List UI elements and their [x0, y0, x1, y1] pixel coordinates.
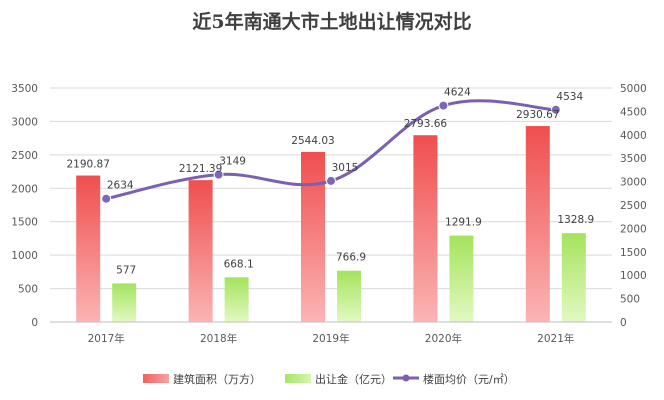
bar-revenue [224, 277, 249, 322]
y-right-tick-label: 4500 [620, 106, 647, 118]
y-right-tick-label: 3500 [620, 153, 647, 165]
y-right-tick-label: 2500 [620, 200, 647, 212]
data-label-price: 3149 [219, 156, 246, 168]
y-left-tick-label: 0 [31, 317, 38, 329]
y-right-tick-label: 0 [620, 317, 627, 329]
bar-area [301, 151, 325, 322]
line-series [101, 99, 561, 204]
data-label-area: 2930.67 [516, 109, 559, 121]
axes: 0 500 1000 1500 2000 2500 3000 3500 0 500 1000 1500… [11, 83, 646, 345]
bar-area [188, 180, 213, 322]
y-right-tick-label: 4000 [620, 130, 647, 142]
x-tick-label: 2020年 [425, 332, 462, 345]
x-tick-label: 2021年 [537, 332, 574, 345]
price-point [438, 100, 449, 111]
data-label-revenue: 1291.9 [445, 217, 482, 229]
data-label-price: 4534 [556, 91, 583, 103]
bar-revenue [112, 283, 137, 322]
x-tick-label: 2017年 [88, 332, 125, 345]
bar-revenue [561, 233, 586, 322]
data-label-revenue: 668.1 [224, 258, 254, 270]
data-label-price: 4624 [444, 87, 471, 99]
y-left-tick-label: 2000 [11, 183, 38, 195]
y-right-tick-label: 1500 [620, 247, 647, 259]
bar-revenue [449, 235, 474, 322]
data-label-area: 2121.39 [179, 163, 222, 175]
data-labels: 2190.87 577 2121.39 668.1 2544.03 766.9 2793.6… [66, 87, 594, 277]
legend-swatch-area [143, 374, 169, 383]
y-left-tick-label: 3500 [11, 83, 38, 95]
bar-series [76, 126, 586, 322]
y-left-tick-label: 500 [18, 284, 38, 296]
data-label-area: 2793.66 [404, 118, 448, 130]
bar-area [525, 126, 550, 322]
y-right-tick-label: 2000 [620, 223, 647, 235]
bar-area [76, 175, 101, 322]
data-label-price: 2634 [107, 180, 134, 192]
price-point [101, 193, 112, 204]
data-label-revenue: 766.9 [336, 252, 366, 264]
x-tick-label: 2019年 [312, 332, 349, 345]
y-left-tick-label: 3000 [11, 116, 38, 128]
price-point [550, 104, 561, 115]
price-point [213, 169, 224, 180]
price-point [326, 175, 336, 186]
data-label-revenue: 577 [116, 264, 136, 276]
y-right-tick-label: 5000 [620, 83, 647, 95]
bar-revenue [337, 270, 361, 322]
legend: 建筑面积（万方） 出让金（亿元） 楼面均价（元/㎡） [143, 372, 515, 386]
x-tick-label: 2018年 [200, 332, 237, 345]
bar-area [413, 135, 438, 322]
legend-marker-price [402, 374, 410, 382]
y-left-tick-label: 1000 [11, 250, 38, 262]
y-right-tick-label: 3000 [620, 177, 647, 189]
legend-label-area: 建筑面积（万方） [173, 372, 261, 386]
legend-label-price: 楼面均价（元/㎡） [423, 372, 515, 386]
y-left-tick-label: 1500 [11, 217, 38, 229]
data-label-revenue: 1328.9 [557, 214, 594, 226]
chart-title: 近5年南通大市土地出让情况对比 [192, 10, 471, 33]
legend-swatch-revenue [285, 374, 311, 383]
data-label-price: 3015 [332, 162, 359, 174]
y-right-tick-label: 500 [620, 294, 640, 306]
legend-label-revenue: 出让金（亿元） [315, 372, 392, 386]
data-label-area: 2190.87 [66, 159, 109, 171]
y-left-tick-label: 2500 [11, 150, 38, 162]
data-label-area: 2544.03 [291, 135, 334, 147]
y-right-tick-label: 1000 [620, 270, 647, 282]
